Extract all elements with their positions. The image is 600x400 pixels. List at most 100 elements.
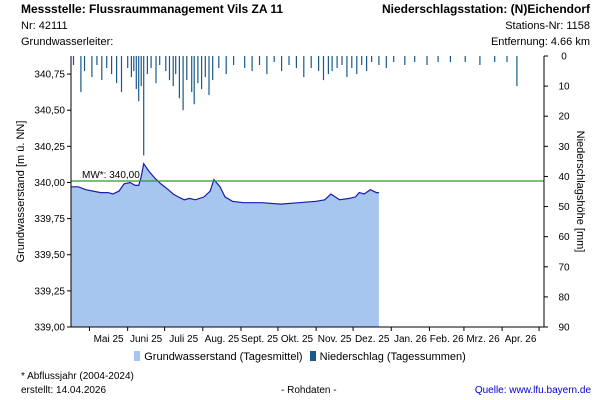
precip-bar [346,56,348,78]
precip-bar [318,56,320,72]
station-title: Messstelle: Flussraummanagement Vils ZA … [21,2,284,16]
precip-bar [361,56,363,65]
aquifer-label: Grundwasserleiter: [21,36,114,48]
precip-bar [133,56,135,72]
precip-bar [336,56,338,68]
left-tick-label: 339,75 [34,214,65,225]
footer-source-link[interactable]: Quelle: www.lfu.bayern.de [474,385,591,396]
precip-bar [378,56,380,65]
precip-station-nr: Stations-Nr: 1158 [505,20,590,32]
left-tick-label: 340,00 [34,178,65,189]
precip-bar [172,56,174,87]
x-tick-label: Sept. 25 [241,334,279,345]
precip-bar [258,56,261,65]
precip-bar [120,56,123,93]
legend-label-groundwater: Grundwasserstand (Tagesmittel) [144,351,303,363]
precip-bar [155,56,157,84]
precip-bar [168,56,171,81]
precip-bar [225,56,227,75]
precip-bar [91,56,93,78]
right-tick-label: 0 [561,52,567,63]
x-tick-label: Apr. 26 [505,334,537,345]
left-tick-label: 340,25 [34,142,65,153]
precip-bar [178,56,180,99]
precip-bar [366,56,368,72]
precip-bar [273,56,275,62]
precip-bar [159,56,161,65]
precip-bar [331,56,333,72]
distance-label: Entfernung: 4.66 km [490,36,590,48]
x-tick-label: Jan. 26 [394,334,427,345]
precip-bar [116,56,118,84]
x-tick-label: Nov. 25 [318,334,352,345]
footer-rawdata: - Rohdaten - [281,385,337,396]
footer-created: erstellt: 14.04.2026 [21,385,107,396]
right-tick-label: 20 [558,112,570,123]
precip-bar [449,56,451,62]
precip-bar [266,56,268,75]
precip-bar [106,56,108,68]
precip-bar [218,56,220,68]
precip-bar [464,56,466,62]
precip-bar [356,56,358,75]
right-tick-label: 50 [558,202,570,213]
precip-bar [351,56,353,68]
left-tick-label: 340,50 [34,106,65,117]
precip-bar [127,56,129,68]
right-tick-label: 80 [558,292,570,303]
precip-bar [111,56,113,75]
precip-bar [414,56,416,62]
precip-bar [80,56,82,93]
precip-bar [101,56,103,81]
precip-bar [251,56,253,72]
precip-bar [201,56,203,90]
precip-bar [371,56,373,62]
precip-bar [197,56,199,84]
precip-bar [244,56,246,68]
precip-bar [212,56,214,81]
precip-bar [96,56,98,65]
precip-station-title: Niederschlagsstation: (N)Eichendorf [381,2,590,16]
precip-bar [146,56,148,75]
x-tick-label: Juli 25 [169,334,198,345]
precip-bar [310,56,312,68]
x-tick-label: Mai 25 [94,334,124,345]
precip-bar [193,56,195,105]
precip-bar [303,56,305,78]
right-tick-label: 10 [558,82,570,93]
precip-bar [191,56,193,93]
precip-bar [322,56,325,81]
precip-bar [295,56,297,68]
groundwater-line [71,162,379,205]
left-tick-label: 339,00 [34,323,65,334]
precip-bar [288,56,290,65]
x-tick-label: Aug. 25 [205,334,240,345]
precip-bar [426,56,428,65]
precip-bar [233,56,235,65]
mean-water-level-label: MW*: 340,00 [82,170,140,181]
right-tick-label: 40 [558,172,570,183]
x-tick-label: Feb. 26 [430,334,464,345]
precip-bar [140,56,142,87]
precip-bar [182,56,184,111]
precip-bar [281,56,283,72]
x-tick-label: Dez. 25 [355,334,390,345]
left-tick-label: 340,75 [34,70,65,81]
left-axis-title: Grundwasserstand [m ü. NN] [15,121,27,263]
legend-swatch-precipitation [309,351,316,361]
precip-bar [208,56,210,96]
precip-bar [494,56,496,62]
precip-bar [175,56,177,75]
legend-label-precipitation: Niederschlag (Tagessummen) [319,351,466,363]
precip-bar [204,56,206,78]
right-tick-label: 60 [558,232,570,243]
precip-bar [72,56,75,65]
precip-bar [393,56,395,62]
precip-bar [165,56,167,72]
precip-bar [404,56,406,65]
right-axis-title: Niederschlagshöhe [mm] [574,131,586,253]
precip-bar [135,56,137,90]
precip-bar [150,56,152,68]
precip-bar [138,56,140,102]
